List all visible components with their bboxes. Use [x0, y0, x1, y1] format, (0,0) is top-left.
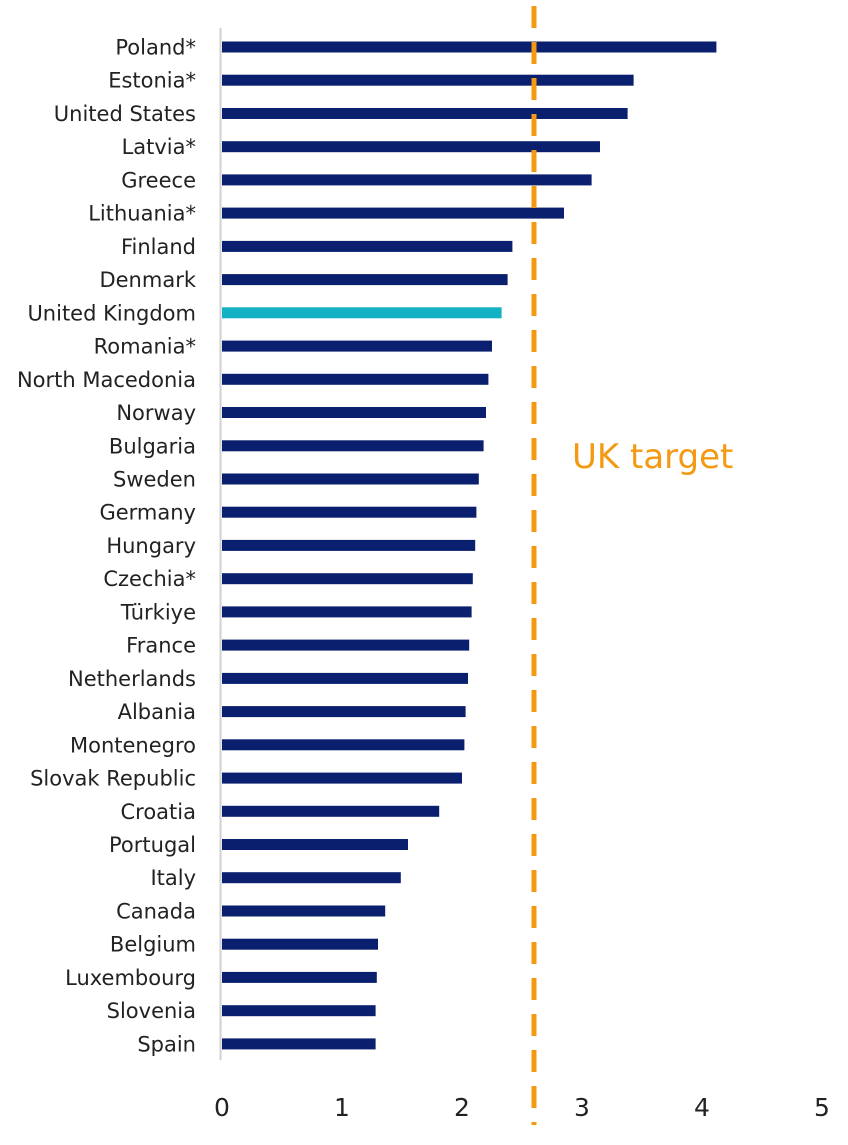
category-label: Slovenia [107, 999, 196, 1023]
bar-united-kingdom [222, 307, 502, 319]
bar-norway [222, 407, 486, 418]
x-tick-label: 0 [214, 1093, 230, 1122]
category-label: Poland* [115, 36, 196, 60]
bar-montenegro [222, 739, 465, 751]
bar-netherlands [222, 672, 468, 684]
bar-italy [222, 872, 401, 884]
x-tick-label: 4 [694, 1093, 710, 1122]
category-label: Greece [121, 168, 196, 192]
bar-hungary [222, 539, 476, 551]
category-label: United Kingdom [27, 301, 196, 325]
category-label: Bulgaria [109, 434, 196, 458]
bar-germany [222, 506, 477, 518]
bar-france [222, 639, 470, 651]
bars-group [222, 41, 717, 1050]
category-label: Netherlands [68, 667, 196, 691]
bar-lithuania [222, 207, 564, 219]
category-label: North Macedonia [17, 368, 196, 392]
bar-portugal [222, 839, 408, 850]
category-label: Czechia* [103, 567, 196, 591]
category-label: Türkiye [120, 600, 196, 624]
bar-croatia [222, 805, 440, 817]
x-tick-label: 5 [814, 1093, 830, 1122]
category-label: Montenegro [70, 733, 196, 757]
bar-north-macedonia [222, 373, 489, 385]
category-label: Germany [99, 501, 196, 525]
category-label: Norway [116, 401, 196, 425]
bar-albania [222, 706, 466, 718]
category-label: Luxembourg [65, 966, 196, 990]
category-labels: Poland* Estonia* United States Latvia* Greec… [17, 36, 197, 1057]
bar-spain [222, 1038, 376, 1050]
category-label: Estonia* [108, 69, 196, 93]
bar-greece [222, 174, 592, 186]
category-label: Canada [116, 900, 196, 924]
category-label: Denmark [99, 268, 196, 292]
target-label: UK target [572, 437, 733, 477]
bar-canada [222, 905, 386, 917]
category-label: Hungary [106, 534, 196, 558]
x-tick-label: 3 [574, 1093, 590, 1122]
bar-t-rkiye [222, 606, 472, 618]
category-label: Spain [137, 1032, 196, 1056]
bar-belgium [222, 938, 378, 950]
bar-slovak-republic [222, 772, 462, 784]
bar-czechia [222, 573, 473, 585]
bar-united-states [222, 108, 628, 119]
bar-denmark [222, 274, 508, 286]
category-label: Albania [118, 700, 196, 724]
category-label: Slovak Republic [30, 767, 196, 791]
bar-romania [222, 340, 492, 352]
category-label: Croatia [121, 800, 197, 824]
bar-luxembourg [222, 971, 377, 983]
category-label: Portugal [109, 833, 196, 857]
category-label: United States [54, 102, 196, 126]
category-label: Finland [121, 235, 196, 259]
category-label: France [126, 634, 196, 658]
category-label: Romania* [94, 335, 196, 359]
category-label: Latvia* [122, 135, 196, 159]
x-tick-labels: 0 1 2 3 4 5 [214, 1093, 830, 1122]
bar-latvia [222, 141, 600, 153]
category-label: Belgium [110, 933, 196, 957]
bar-poland [222, 41, 717, 53]
bar-finland [222, 240, 513, 252]
category-label: Italy [150, 866, 196, 890]
bar-sweden [222, 473, 479, 485]
bar-bulgaria [222, 440, 484, 452]
x-tick-label: 2 [454, 1093, 470, 1122]
category-label: Sweden [113, 468, 196, 492]
bar-estonia [222, 74, 634, 86]
category-label: Lithuania* [88, 202, 196, 226]
x-tick-label: 1 [334, 1093, 350, 1122]
bar-slovenia [222, 1005, 376, 1017]
